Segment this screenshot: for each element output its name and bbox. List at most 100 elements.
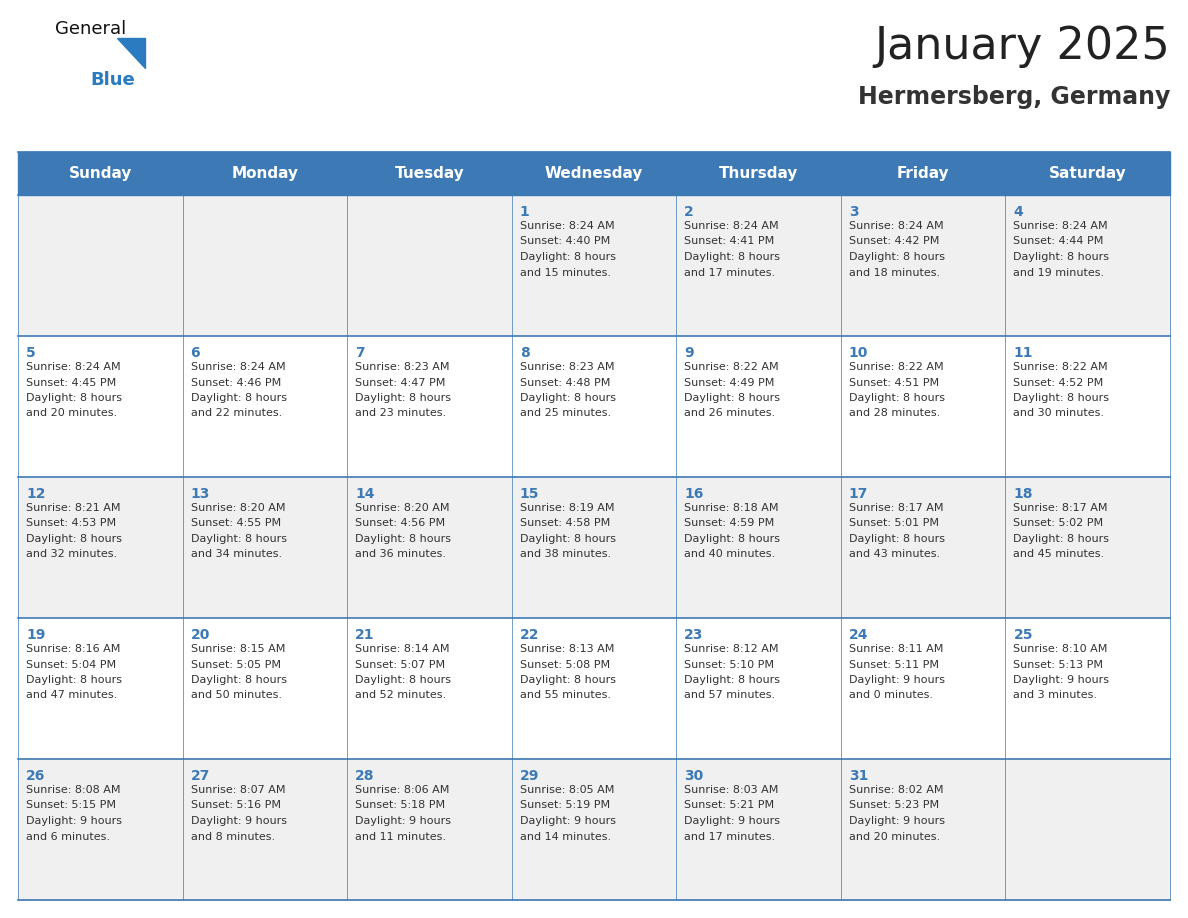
Text: and 20 minutes.: and 20 minutes. <box>849 832 940 842</box>
Text: Sunset: 4:46 PM: Sunset: 4:46 PM <box>190 377 280 387</box>
Text: and 36 minutes.: and 36 minutes. <box>355 550 447 559</box>
Text: Sunset: 4:56 PM: Sunset: 4:56 PM <box>355 519 446 529</box>
Text: and 15 minutes.: and 15 minutes. <box>519 267 611 277</box>
Text: 13: 13 <box>190 487 210 501</box>
Text: 11: 11 <box>1013 346 1032 360</box>
Text: Daylight: 8 hours: Daylight: 8 hours <box>684 534 781 544</box>
Text: Sunrise: 8:12 AM: Sunrise: 8:12 AM <box>684 644 779 654</box>
Text: Sunset: 4:52 PM: Sunset: 4:52 PM <box>1013 377 1104 387</box>
Text: 22: 22 <box>519 628 539 642</box>
Text: Saturday: Saturday <box>1049 166 1126 181</box>
Text: Sunrise: 8:24 AM: Sunrise: 8:24 AM <box>26 362 121 372</box>
Text: Daylight: 8 hours: Daylight: 8 hours <box>519 252 615 262</box>
Text: Sunset: 4:51 PM: Sunset: 4:51 PM <box>849 377 939 387</box>
Text: Sunrise: 8:24 AM: Sunrise: 8:24 AM <box>684 221 779 231</box>
Text: 9: 9 <box>684 346 694 360</box>
Text: Sunrise: 8:20 AM: Sunrise: 8:20 AM <box>355 503 449 513</box>
Text: 23: 23 <box>684 628 703 642</box>
Bar <box>18 759 1170 900</box>
Bar <box>18 152 1170 195</box>
Text: Sunset: 4:59 PM: Sunset: 4:59 PM <box>684 519 775 529</box>
Text: Wednesday: Wednesday <box>545 166 643 181</box>
Text: and 14 minutes.: and 14 minutes. <box>519 832 611 842</box>
Text: and 17 minutes.: and 17 minutes. <box>684 832 776 842</box>
Text: and 52 minutes.: and 52 minutes. <box>355 690 447 700</box>
Text: Daylight: 8 hours: Daylight: 8 hours <box>684 675 781 685</box>
Text: Sunrise: 8:15 AM: Sunrise: 8:15 AM <box>190 644 285 654</box>
Text: 14: 14 <box>355 487 374 501</box>
Text: Daylight: 8 hours: Daylight: 8 hours <box>519 675 615 685</box>
Bar <box>18 618 1170 759</box>
Text: and 34 minutes.: and 34 minutes. <box>190 550 282 559</box>
Text: 18: 18 <box>1013 487 1032 501</box>
Text: Sunset: 5:16 PM: Sunset: 5:16 PM <box>190 800 280 811</box>
Text: Sunset: 4:47 PM: Sunset: 4:47 PM <box>355 377 446 387</box>
Text: Sunset: 4:42 PM: Sunset: 4:42 PM <box>849 237 940 247</box>
Text: and 17 minutes.: and 17 minutes. <box>684 267 776 277</box>
Text: Sunset: 5:11 PM: Sunset: 5:11 PM <box>849 659 939 669</box>
Text: Sunset: 4:53 PM: Sunset: 4:53 PM <box>26 519 116 529</box>
Text: Sunset: 5:02 PM: Sunset: 5:02 PM <box>1013 519 1104 529</box>
Text: 8: 8 <box>519 346 530 360</box>
Text: Sunrise: 8:23 AM: Sunrise: 8:23 AM <box>355 362 449 372</box>
Text: 20: 20 <box>190 628 210 642</box>
Text: and 40 minutes.: and 40 minutes. <box>684 550 776 559</box>
Text: 24: 24 <box>849 628 868 642</box>
Text: 5: 5 <box>26 346 36 360</box>
Text: Sunrise: 8:20 AM: Sunrise: 8:20 AM <box>190 503 285 513</box>
Text: Sunrise: 8:11 AM: Sunrise: 8:11 AM <box>849 644 943 654</box>
Text: Daylight: 8 hours: Daylight: 8 hours <box>355 675 451 685</box>
Text: Sunrise: 8:03 AM: Sunrise: 8:03 AM <box>684 785 778 795</box>
Text: 17: 17 <box>849 487 868 501</box>
Bar <box>18 195 1170 336</box>
Text: 19: 19 <box>26 628 45 642</box>
Text: and 38 minutes.: and 38 minutes. <box>519 550 611 559</box>
Text: Daylight: 8 hours: Daylight: 8 hours <box>26 675 122 685</box>
Text: and 6 minutes.: and 6 minutes. <box>26 832 110 842</box>
Text: 1: 1 <box>519 205 530 219</box>
Text: and 45 minutes.: and 45 minutes. <box>1013 550 1105 559</box>
Text: Sunrise: 8:10 AM: Sunrise: 8:10 AM <box>1013 644 1107 654</box>
Text: Daylight: 8 hours: Daylight: 8 hours <box>849 252 944 262</box>
Text: Sunset: 5:23 PM: Sunset: 5:23 PM <box>849 800 939 811</box>
Text: Daylight: 8 hours: Daylight: 8 hours <box>355 534 451 544</box>
Text: and 50 minutes.: and 50 minutes. <box>190 690 282 700</box>
Text: Sunrise: 8:08 AM: Sunrise: 8:08 AM <box>26 785 120 795</box>
Text: and 57 minutes.: and 57 minutes. <box>684 690 776 700</box>
Text: 2: 2 <box>684 205 694 219</box>
Text: Sunset: 5:15 PM: Sunset: 5:15 PM <box>26 800 116 811</box>
Text: Sunrise: 8:06 AM: Sunrise: 8:06 AM <box>355 785 449 795</box>
Text: Daylight: 8 hours: Daylight: 8 hours <box>190 534 286 544</box>
Text: and 32 minutes.: and 32 minutes. <box>26 550 118 559</box>
Text: Daylight: 8 hours: Daylight: 8 hours <box>1013 534 1110 544</box>
Text: Daylight: 8 hours: Daylight: 8 hours <box>190 675 286 685</box>
Text: Sunset: 5:08 PM: Sunset: 5:08 PM <box>519 659 609 669</box>
Text: Daylight: 8 hours: Daylight: 8 hours <box>26 534 122 544</box>
Text: Sunset: 4:40 PM: Sunset: 4:40 PM <box>519 237 609 247</box>
Text: Daylight: 8 hours: Daylight: 8 hours <box>519 534 615 544</box>
Text: Daylight: 8 hours: Daylight: 8 hours <box>849 534 944 544</box>
Text: 10: 10 <box>849 346 868 360</box>
Text: General: General <box>55 20 126 38</box>
Text: Friday: Friday <box>897 166 949 181</box>
Text: Sunset: 5:01 PM: Sunset: 5:01 PM <box>849 519 939 529</box>
Text: Sunset: 5:21 PM: Sunset: 5:21 PM <box>684 800 775 811</box>
Text: Sunrise: 8:24 AM: Sunrise: 8:24 AM <box>1013 221 1108 231</box>
Text: Daylight: 8 hours: Daylight: 8 hours <box>684 252 781 262</box>
Text: 21: 21 <box>355 628 374 642</box>
Text: Sunrise: 8:21 AM: Sunrise: 8:21 AM <box>26 503 120 513</box>
Bar <box>18 336 1170 477</box>
Text: 7: 7 <box>355 346 365 360</box>
Text: Daylight: 8 hours: Daylight: 8 hours <box>1013 252 1110 262</box>
Text: 25: 25 <box>1013 628 1032 642</box>
Text: and 8 minutes.: and 8 minutes. <box>190 832 274 842</box>
Text: Sunrise: 8:19 AM: Sunrise: 8:19 AM <box>519 503 614 513</box>
Text: and 0 minutes.: and 0 minutes. <box>849 690 933 700</box>
Text: Sunrise: 8:24 AM: Sunrise: 8:24 AM <box>849 221 943 231</box>
Text: Sunset: 5:13 PM: Sunset: 5:13 PM <box>1013 659 1104 669</box>
Text: Daylight: 9 hours: Daylight: 9 hours <box>1013 675 1110 685</box>
Text: Thursday: Thursday <box>719 166 798 181</box>
Text: 4: 4 <box>1013 205 1023 219</box>
Text: and 30 minutes.: and 30 minutes. <box>1013 409 1105 419</box>
Text: Sunset: 5:05 PM: Sunset: 5:05 PM <box>190 659 280 669</box>
